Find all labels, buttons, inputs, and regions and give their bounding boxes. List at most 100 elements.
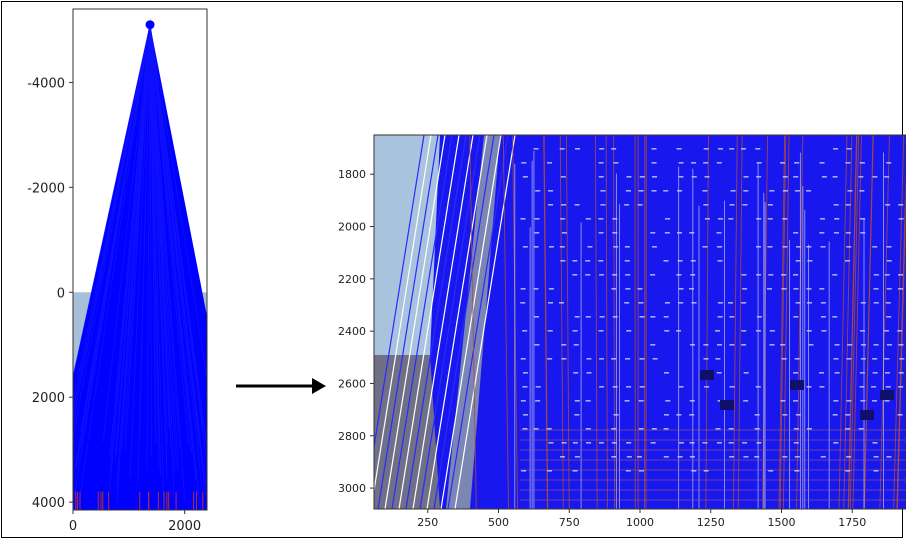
window-mark bbox=[585, 260, 591, 262]
window-mark bbox=[691, 162, 697, 164]
window-mark bbox=[884, 358, 890, 360]
window-mark bbox=[573, 372, 579, 374]
window-mark bbox=[742, 442, 748, 444]
window-mark bbox=[716, 162, 722, 164]
window-mark bbox=[651, 246, 657, 248]
window-mark bbox=[611, 456, 617, 458]
window-mark bbox=[572, 442, 578, 444]
window-mark bbox=[613, 414, 619, 416]
window-mark bbox=[678, 442, 684, 444]
window-mark bbox=[702, 442, 708, 444]
overview-axes-frame bbox=[72, 8, 208, 511]
window-mark bbox=[626, 442, 632, 444]
window-mark bbox=[599, 386, 605, 388]
window-grid bbox=[520, 148, 905, 472]
fan-line bbox=[73, 24, 151, 404]
window-mark bbox=[703, 358, 709, 360]
window-mark bbox=[677, 456, 683, 458]
vertical-line bbox=[594, 135, 598, 509]
window-mark bbox=[691, 302, 697, 304]
window-mark bbox=[676, 274, 682, 276]
window-mark bbox=[769, 330, 775, 332]
window-mark bbox=[599, 274, 605, 276]
slanted-line bbox=[374, 135, 432, 495]
y-tick-label: 1800 bbox=[338, 168, 366, 181]
window-mark bbox=[782, 190, 788, 192]
window-mark bbox=[637, 456, 643, 458]
vertical-line bbox=[779, 135, 787, 509]
vertical-line bbox=[733, 135, 738, 509]
window-mark bbox=[767, 288, 773, 290]
window-mark bbox=[780, 344, 786, 346]
fan-line bbox=[73, 24, 151, 440]
window-mark bbox=[574, 400, 580, 402]
window-mark bbox=[717, 260, 723, 262]
y-tick-label: -2000 bbox=[27, 181, 65, 196]
y-tick-label: 3000 bbox=[338, 482, 366, 495]
window-mark bbox=[884, 176, 890, 178]
window-mark bbox=[533, 148, 539, 150]
window-mark bbox=[715, 330, 721, 332]
window-mark bbox=[845, 232, 851, 234]
window-mark bbox=[872, 358, 878, 360]
window-mark bbox=[702, 246, 708, 248]
lower-building-region bbox=[374, 355, 440, 509]
window-mark bbox=[819, 288, 825, 290]
window-mark bbox=[715, 428, 721, 430]
window-mark bbox=[807, 302, 813, 304]
vertical-line bbox=[565, 135, 570, 509]
window-mark bbox=[872, 372, 878, 374]
window-mark bbox=[638, 190, 644, 192]
window-mark bbox=[625, 358, 631, 360]
window-mark bbox=[716, 344, 722, 346]
window-mark bbox=[845, 260, 851, 262]
window-mark bbox=[599, 148, 605, 150]
window-mark bbox=[599, 358, 605, 360]
window-mark bbox=[676, 414, 682, 416]
window-mark bbox=[833, 442, 839, 444]
window-mark bbox=[806, 330, 812, 332]
window-mark bbox=[598, 232, 604, 234]
window-mark bbox=[845, 162, 851, 164]
window-mark bbox=[782, 176, 788, 178]
slanted-line bbox=[440, 135, 502, 509]
vertical-line bbox=[782, 135, 790, 509]
window-mark bbox=[846, 456, 852, 458]
zoomed-chart: 1800 2000 2200 2400 2600 2800 3000 250 500 750 10… bbox=[338, 134, 906, 529]
fan-line bbox=[149, 24, 207, 381]
window-mark bbox=[612, 232, 618, 234]
vertical-line bbox=[843, 135, 853, 509]
window-mark bbox=[886, 288, 892, 290]
window-mark bbox=[846, 400, 852, 402]
window-mark bbox=[845, 414, 851, 416]
window-mark bbox=[886, 260, 892, 262]
window-mark bbox=[795, 302, 801, 304]
vanishing-point-marker bbox=[145, 20, 155, 30]
window-mark bbox=[625, 470, 631, 472]
window-mark bbox=[754, 414, 760, 416]
window-mark bbox=[858, 176, 864, 178]
window-mark bbox=[534, 218, 540, 220]
x-tick-label: 250 bbox=[417, 516, 438, 529]
window-mark bbox=[626, 330, 632, 332]
window-mark bbox=[650, 274, 656, 276]
x-tick-label: 1000 bbox=[626, 516, 654, 529]
window-mark bbox=[793, 316, 799, 318]
window-mark bbox=[676, 232, 682, 234]
slanted-line bbox=[412, 135, 474, 509]
window-mark bbox=[650, 344, 656, 346]
window-mark bbox=[834, 218, 840, 220]
x-tick-label: 2000 bbox=[168, 519, 201, 534]
fan-line bbox=[114, 24, 151, 462]
window-mark bbox=[860, 218, 866, 220]
window-mark bbox=[678, 302, 684, 304]
window-mark bbox=[781, 288, 787, 290]
slanted-line bbox=[405, 135, 467, 509]
window-mark bbox=[846, 148, 852, 150]
window-mark bbox=[743, 190, 749, 192]
window-mark bbox=[520, 288, 526, 290]
window-mark bbox=[689, 414, 695, 416]
window-mark bbox=[782, 456, 788, 458]
window-mark bbox=[561, 442, 567, 444]
window-mark bbox=[741, 344, 747, 346]
